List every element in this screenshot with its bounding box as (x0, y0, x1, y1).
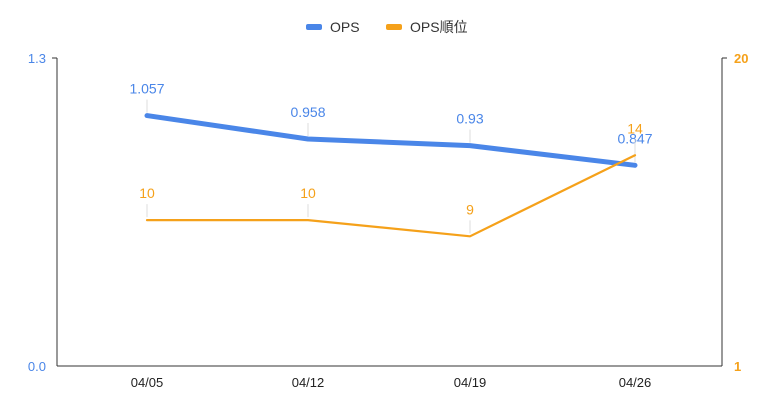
right-tick-label: 20 (734, 51, 748, 66)
x-tick-label: 04/05 (131, 375, 164, 390)
data-label: 0.93 (456, 111, 483, 127)
plot-area: 1.057 0.958 0.93 0.847 10 10 9 14 (129, 81, 653, 238)
left-tick-label: 0.0 (28, 359, 46, 374)
data-label: 10 (300, 185, 316, 201)
legend: OPS OPS順位 (306, 19, 468, 35)
legend-swatch (386, 24, 402, 30)
right-tick-label: 1 (734, 359, 741, 374)
legend-swatch (306, 24, 322, 30)
legend-label: OPS (330, 19, 360, 35)
data-label: 0.847 (617, 130, 652, 146)
axes: 1.3 0.0 20 1 04/05 04/12 04/19 04/26 (28, 51, 749, 390)
data-label: 14 (627, 120, 643, 136)
data-label: 0.958 (290, 104, 325, 120)
x-tick-label: 04/19 (454, 375, 487, 390)
left-tick-label: 1.3 (28, 51, 46, 66)
x-tick-label: 04/26 (619, 375, 652, 390)
x-tick-label: 04/12 (292, 375, 325, 390)
series-line (144, 113, 638, 168)
series-line (145, 154, 637, 238)
data-label: 10 (139, 185, 155, 201)
data-label: 9 (466, 201, 474, 217)
data-label: 1.057 (129, 81, 164, 97)
legend-label: OPS順位 (410, 19, 468, 35)
